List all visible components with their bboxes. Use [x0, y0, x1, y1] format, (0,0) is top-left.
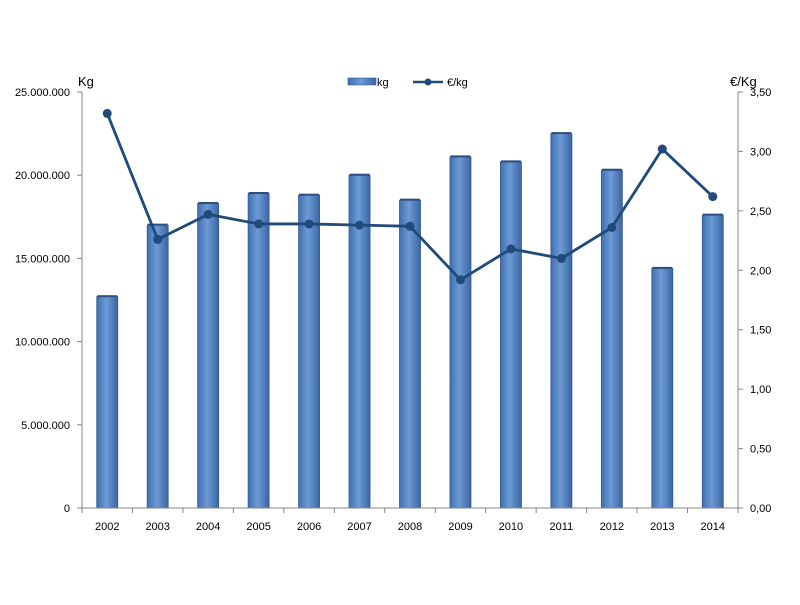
bar-2003: [146, 224, 169, 509]
bar-cap-2013: [652, 266, 673, 269]
point-2007: [355, 220, 365, 230]
bar-cap-2012: [601, 168, 622, 171]
y-left-tick-label: 5.000.000: [21, 420, 70, 432]
x-tick-label: 2007: [347, 521, 371, 533]
y-right-tick-label: 0,50: [750, 444, 771, 456]
y-right-tick-label: 0,00: [750, 503, 771, 515]
x-tick-label: 2012: [600, 521, 624, 533]
y-right-tick-label: 1,50: [750, 325, 771, 337]
bar-cap-2010: [500, 160, 521, 163]
x-tick-label: 2009: [448, 521, 472, 533]
axes: [77, 91, 743, 513]
bar-cap-2005: [248, 192, 269, 195]
bar-cap-2002: [97, 295, 118, 298]
y-right-tick-label: 3,50: [750, 87, 771, 99]
bar-2012: [600, 169, 623, 509]
y-axis-left-title: Kg: [78, 74, 94, 89]
legend-bar-swatch: [347, 77, 377, 86]
y-left-tick-label: 0: [64, 503, 70, 515]
point-2011: [556, 253, 566, 263]
y-right-tick-label: 1,00: [750, 384, 771, 396]
bar-cap-2011: [551, 132, 572, 135]
bar-cap-2008: [400, 198, 420, 201]
y-left-tick-label: 10.000.000: [15, 337, 70, 349]
x-tick-label: 2005: [246, 521, 270, 533]
point-2005: [254, 219, 264, 229]
bar-2009: [449, 156, 472, 509]
bar-2013: [651, 267, 674, 509]
bar-2002: [96, 296, 119, 509]
legend-bar-label: kg: [377, 77, 389, 89]
point-2004: [203, 209, 213, 219]
bar-2008: [399, 199, 421, 509]
point-2014: [708, 192, 718, 202]
legend-line-label: €/kg: [447, 77, 468, 89]
bar-cap-2014: [702, 213, 723, 216]
x-tick-label: 2002: [95, 521, 119, 533]
y-left-tick-label: 20.000.000: [15, 170, 70, 182]
bar-2011: [550, 133, 573, 509]
legend-line-marker: [424, 78, 432, 86]
bar-cap-2007: [349, 173, 370, 176]
bar-2010: [500, 161, 522, 509]
point-2009: [455, 275, 465, 285]
bar-series: [96, 132, 724, 509]
y-left-tick-label: 15.000.000: [15, 253, 70, 265]
x-tick-label: 2011: [550, 521, 574, 533]
y-right-tick-label: 2,50: [750, 206, 771, 218]
x-tick-label: 2010: [499, 521, 523, 533]
x-tick-label: 2004: [196, 521, 220, 533]
x-tick-label: 2003: [145, 521, 169, 533]
bar-cap-2003: [147, 223, 168, 226]
bar-cap-2009: [450, 155, 471, 158]
bar-2004: [197, 203, 220, 509]
x-tick-label: 2008: [398, 521, 422, 533]
point-2003: [153, 234, 163, 244]
axis-text: 0 5.000.000 10.000.000 15.000.000 20.000.000…: [15, 74, 771, 533]
bar-2014: [701, 214, 724, 509]
x-tick-label: 2014: [701, 521, 725, 533]
point-2006: [304, 219, 314, 229]
line-series: [102, 108, 718, 285]
point-2010: [506, 244, 516, 254]
legend: kg €/kg: [347, 77, 468, 89]
bar-2006: [298, 194, 320, 509]
point-2002: [102, 108, 112, 118]
x-tick-label: 2006: [297, 521, 321, 533]
bar-cap-2004: [198, 201, 219, 204]
y-axis-right-title: €/Kg: [730, 74, 757, 89]
bar-cap-2006: [299, 193, 320, 196]
y-left-tick-label: 25.000.000: [15, 87, 70, 99]
point-2008: [405, 221, 415, 231]
point-2012: [607, 222, 617, 232]
x-tick-label: 2013: [650, 521, 674, 533]
y-right-tick-label: 2,00: [750, 265, 771, 277]
bar-2005: [247, 193, 270, 509]
y-right-tick-label: 3,00: [750, 146, 771, 158]
point-2013: [657, 144, 667, 154]
